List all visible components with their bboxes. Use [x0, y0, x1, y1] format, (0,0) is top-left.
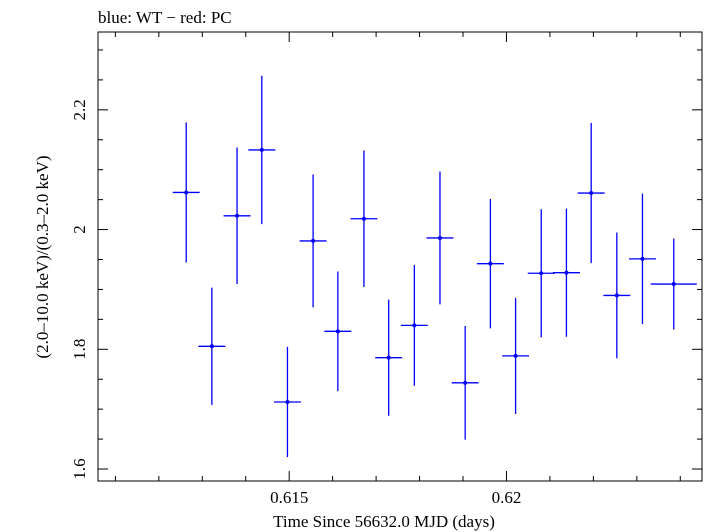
data-marker	[488, 261, 493, 266]
data-marker	[386, 355, 391, 360]
x-tick-label: 0.62	[492, 488, 522, 507]
data-marker	[209, 344, 214, 349]
data-point	[400, 264, 428, 386]
y-tick-label: 2.2	[70, 99, 89, 120]
data-point	[426, 171, 454, 305]
data-point	[577, 122, 605, 264]
data-marker	[564, 270, 569, 275]
data-marker	[539, 271, 544, 276]
data-marker	[235, 213, 240, 218]
data-marker	[589, 191, 594, 196]
data-point	[476, 199, 504, 329]
y-axis-ticks: 1.6 1.8 2 2.2	[70, 49, 702, 480]
data-point	[350, 150, 378, 288]
data-marker	[335, 329, 340, 334]
data-marker	[361, 216, 366, 221]
y-axis-label: (2.0–10.0 keV)/(0.3–2.0 keV)	[33, 155, 52, 358]
data-point	[502, 297, 530, 414]
data-series	[172, 75, 697, 458]
data-point	[650, 238, 697, 330]
data-marker	[513, 353, 518, 358]
data-marker	[614, 293, 619, 298]
y-tick-label: 1.6	[70, 458, 89, 479]
data-marker	[437, 235, 442, 240]
x-tick-label: 0.615	[270, 488, 308, 507]
data-marker	[671, 282, 676, 287]
data-point	[603, 232, 631, 359]
data-point	[223, 147, 251, 285]
data-marker	[311, 238, 316, 243]
data-point	[375, 299, 403, 416]
data-point	[248, 75, 276, 225]
data-point	[552, 208, 580, 337]
data-point	[273, 346, 301, 458]
data-point	[198, 287, 226, 405]
data-marker	[640, 256, 645, 261]
data-point	[451, 325, 479, 440]
data-point	[299, 174, 327, 308]
data-marker	[285, 399, 290, 404]
y-tick-label: 1.8	[70, 339, 89, 360]
x-axis-label: Time Since 56632.0 MJD (days)	[273, 512, 495, 531]
data-point	[172, 122, 200, 263]
plot-frame	[97, 31, 703, 482]
data-point	[324, 271, 352, 392]
data-point	[527, 209, 555, 338]
data-point	[628, 193, 656, 325]
data-marker	[259, 147, 264, 152]
y-tick-label: 2	[70, 225, 89, 234]
data-marker	[184, 190, 189, 195]
chart-title: blue: WT − red: PC	[98, 8, 232, 27]
x-axis-ticks: 0.615 0.62	[114, 32, 681, 507]
data-marker	[412, 323, 417, 328]
data-marker	[463, 380, 468, 385]
